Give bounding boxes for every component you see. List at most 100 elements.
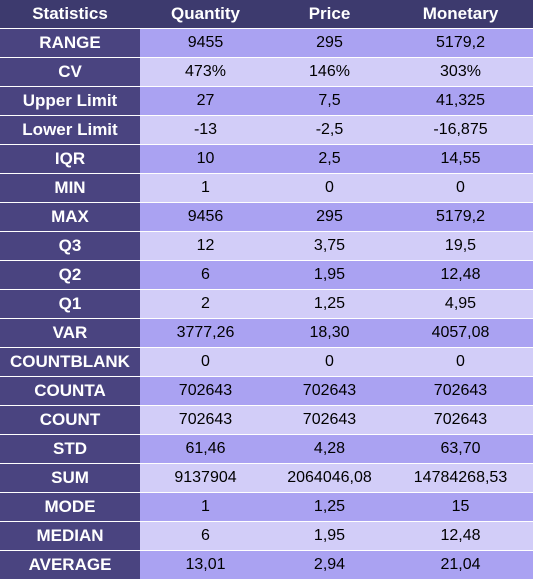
row-label: STD [0, 434, 140, 464]
monetary-cell: 4,95 [388, 289, 533, 319]
quantity-cell: 9456 [140, 202, 271, 232]
price-cell: 3,75 [271, 231, 388, 261]
table-row: MEDIAN 6 1,95 12,48 [0, 521, 533, 551]
table-row: VAR 3777,26 18,30 4057,08 [0, 318, 533, 348]
quantity-cell: 1 [140, 492, 271, 522]
price-cell: 2,5 [271, 144, 388, 174]
quantity-cell: 702643 [140, 376, 271, 406]
price-cell: 295 [271, 202, 388, 232]
table-row: SUM 9137904 2064046,08 14784268,53 [0, 463, 533, 493]
monetary-cell: 702643 [388, 405, 533, 435]
table-row: Lower Limit -13 -2,5 -16,875 [0, 115, 533, 145]
row-label: Upper Limit [0, 86, 140, 116]
monetary-cell: 0 [388, 347, 533, 377]
table-row: Q1 2 1,25 4,95 [0, 289, 533, 319]
table-row: MIN 1 0 0 [0, 173, 533, 203]
quantity-cell: 9137904 [140, 463, 271, 493]
price-cell: 0 [271, 173, 388, 203]
table-row: MODE 1 1,25 15 [0, 492, 533, 522]
monetary-cell: 63,70 [388, 434, 533, 464]
table-row: STD 61,46 4,28 63,70 [0, 434, 533, 464]
price-cell: 702643 [271, 405, 388, 435]
header-price: Price [271, 0, 388, 29]
row-label: CV [0, 57, 140, 87]
table-row: AVERAGE 13,01 2,94 21,04 [0, 550, 533, 580]
quantity-cell: 10 [140, 144, 271, 174]
table-row: Q2 6 1,95 12,48 [0, 260, 533, 290]
price-cell: 702643 [271, 376, 388, 406]
price-cell: 18,30 [271, 318, 388, 348]
monetary-cell: 12,48 [388, 521, 533, 551]
row-label: MIN [0, 173, 140, 203]
price-cell: 1,25 [271, 289, 388, 319]
price-cell: -2,5 [271, 115, 388, 145]
table-row: Upper Limit 27 7,5 41,325 [0, 86, 533, 116]
price-cell: 2064046,08 [271, 463, 388, 493]
monetary-cell: 41,325 [388, 86, 533, 116]
table-body: RANGE 9455 295 5179,2 CV 473% 146% 303% Upper Li… [0, 28, 533, 580]
monetary-cell: 702643 [388, 376, 533, 406]
monetary-cell: 12,48 [388, 260, 533, 290]
table-row: Q3 12 3,75 19,5 [0, 231, 533, 261]
quantity-cell: 0 [140, 347, 271, 377]
row-label: RANGE [0, 28, 140, 58]
table-row: IQR 10 2,5 14,55 [0, 144, 533, 174]
table-row: COUNTA 702643 702643 702643 [0, 376, 533, 406]
row-label: Q1 [0, 289, 140, 319]
row-label: AVERAGE [0, 550, 140, 580]
monetary-cell: 21,04 [388, 550, 533, 580]
quantity-cell: 6 [140, 521, 271, 551]
monetary-cell: 303% [388, 57, 533, 87]
quantity-cell: 6 [140, 260, 271, 290]
quantity-cell: 13,01 [140, 550, 271, 580]
quantity-cell: 61,46 [140, 434, 271, 464]
row-label: MEDIAN [0, 521, 140, 551]
table-row: MAX 9456 295 5179,2 [0, 202, 533, 232]
row-label: COUNTA [0, 376, 140, 406]
monetary-cell: 0 [388, 173, 533, 203]
quantity-cell: 1 [140, 173, 271, 203]
quantity-cell: 2 [140, 289, 271, 319]
price-cell: 1,95 [271, 521, 388, 551]
row-label: Q3 [0, 231, 140, 261]
price-cell: 1,95 [271, 260, 388, 290]
quantity-cell: 12 [140, 231, 271, 261]
price-cell: 2,94 [271, 550, 388, 580]
row-label: COUNTBLANK [0, 347, 140, 377]
table-row: CV 473% 146% 303% [0, 57, 533, 87]
row-label: Q2 [0, 260, 140, 290]
table-row: COUNT 702643 702643 702643 [0, 405, 533, 435]
price-cell: 7,5 [271, 86, 388, 116]
row-label: MODE [0, 492, 140, 522]
monetary-cell: 14,55 [388, 144, 533, 174]
monetary-cell: 19,5 [388, 231, 533, 261]
quantity-cell: 27 [140, 86, 271, 116]
quantity-cell: -13 [140, 115, 271, 145]
header-monetary: Monetary [388, 0, 533, 29]
row-label: VAR [0, 318, 140, 348]
table-header: Statistics Quantity Price Monetary [0, 0, 533, 29]
quantity-cell: 473% [140, 57, 271, 87]
quantity-cell: 3777,26 [140, 318, 271, 348]
price-cell: 4,28 [271, 434, 388, 464]
monetary-cell: -16,875 [388, 115, 533, 145]
header-row: Statistics Quantity Price Monetary [0, 0, 533, 29]
header-quantity: Quantity [140, 0, 271, 29]
row-label: SUM [0, 463, 140, 493]
quantity-cell: 9455 [140, 28, 271, 58]
row-label: MAX [0, 202, 140, 232]
table-row: RANGE 9455 295 5179,2 [0, 28, 533, 58]
header-statistics: Statistics [0, 0, 140, 29]
row-label: COUNT [0, 405, 140, 435]
monetary-cell: 5179,2 [388, 28, 533, 58]
price-cell: 295 [271, 28, 388, 58]
monetary-cell: 5179,2 [388, 202, 533, 232]
monetary-cell: 14784268,53 [388, 463, 533, 493]
monetary-cell: 15 [388, 492, 533, 522]
monetary-cell: 4057,08 [388, 318, 533, 348]
quantity-cell: 702643 [140, 405, 271, 435]
table-row: COUNTBLANK 0 0 0 [0, 347, 533, 377]
row-label: IQR [0, 144, 140, 174]
price-cell: 146% [271, 57, 388, 87]
